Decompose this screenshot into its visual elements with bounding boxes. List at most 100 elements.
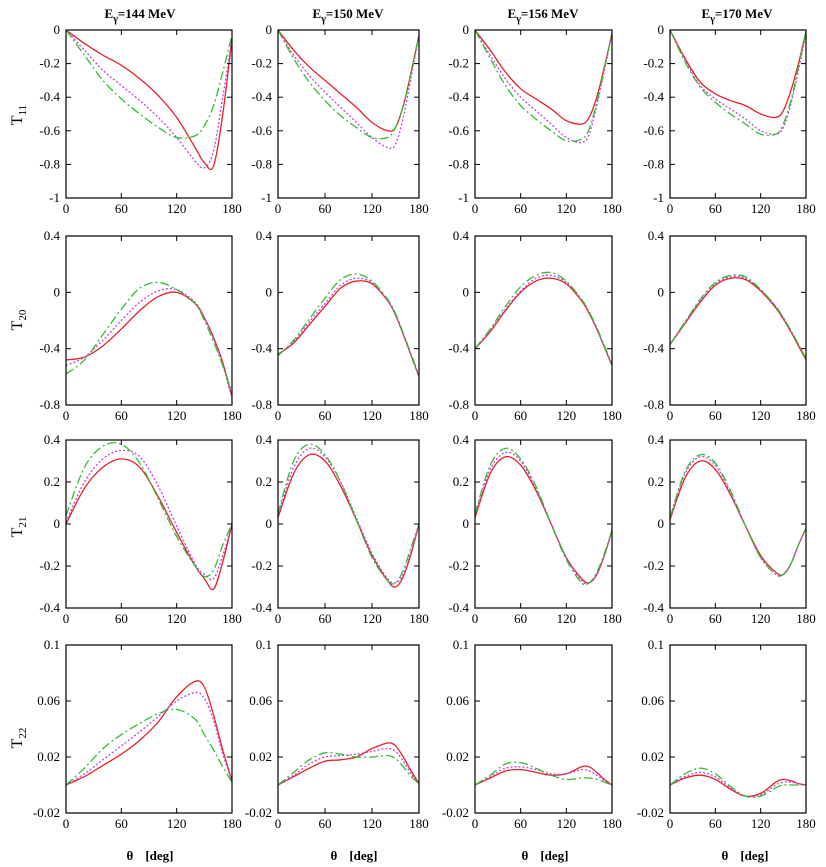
row-label-t11: T11: [9, 105, 29, 125]
column-title-150: Eγ=150 MeV: [313, 6, 385, 25]
series-dashed-line: [670, 274, 806, 359]
panel-r4-c3: 0 60 120 180 0.1 0.06 0.02 -0.02: [442, 637, 622, 831]
y-tick-label: -0.4: [39, 600, 60, 615]
x-tick-label: 0: [667, 816, 674, 831]
series-dashed-line: [66, 30, 232, 139]
panel-r4-c2: 0 60 120 180 0.1 0.06 0.02 -0.02: [245, 637, 429, 831]
x-tick-label: 120: [557, 201, 577, 216]
x-tick-label: 120: [362, 201, 382, 216]
x-tick-label: 0: [275, 408, 282, 423]
y-tick-label: -0.2: [643, 558, 664, 573]
x-tick-label: 120: [362, 408, 382, 423]
y-tick-label: 0: [658, 516, 665, 531]
series-solid-line: [66, 458, 232, 591]
x-tick-label: 60: [514, 201, 527, 216]
x-tick-label: 120: [167, 816, 187, 831]
series-solid-line: [670, 460, 806, 576]
x-tick-label: 180: [796, 611, 816, 626]
series-dotted-line: [475, 274, 612, 366]
y-tick-label: -0.2: [448, 558, 469, 573]
series-dotted-line: [475, 766, 612, 786]
panel-r3-c4: 0 60 120 180 0.4 0.2 0 -0.2 -0.4: [643, 432, 815, 626]
y-tick-label: -0.4: [39, 341, 60, 356]
series-solid-line: [66, 291, 232, 397]
x-tick-label: 60: [319, 816, 332, 831]
y-tick-label: -0.02: [33, 805, 60, 820]
series-dotted-line: [670, 771, 806, 798]
plot-frame: [669, 235, 807, 406]
series-solid-line: [475, 765, 612, 786]
y-tick-label: -0.2: [39, 56, 60, 71]
y-tick-label: 0.02: [249, 749, 272, 764]
y-tick-label: -1: [653, 190, 664, 205]
y-tick-label: -0.8: [448, 397, 469, 412]
column-title-rest: =144 MeV: [118, 6, 176, 21]
column-title-main: E: [508, 6, 517, 21]
row-label-main: T: [9, 115, 26, 125]
x-tick-label: 60: [709, 816, 722, 831]
y-tick-label: 0.4: [44, 432, 61, 447]
y-tick-label: 0.06: [641, 693, 664, 708]
x-axis-label-col1: θ [deg]: [127, 848, 174, 863]
row-label-main: T: [9, 527, 26, 537]
panel-r2-c1: 0 60 120 180 0.4 0 -0.4 -0.8: [39, 228, 241, 423]
series-solid-line: [475, 277, 612, 366]
series-dotted-line: [278, 277, 419, 378]
row-label-t21: T21: [9, 517, 29, 538]
y-tick-label: 0.02: [37, 749, 60, 764]
x-tick-label: 0: [472, 408, 479, 423]
series-solid-line: [670, 277, 806, 361]
series-solid-line: [670, 30, 806, 119]
plot-frame: [65, 29, 233, 199]
x-tick-label: 60: [514, 816, 527, 831]
series-dashed-line: [66, 441, 232, 578]
plot-frame: [65, 644, 233, 814]
x-tick-label: 60: [709, 201, 722, 216]
x-axis-unit: [deg]: [740, 848, 768, 863]
y-tick-label: 0: [54, 22, 61, 37]
x-tick-label: 60: [319, 611, 332, 626]
y-tick-label: -0.4: [643, 600, 664, 615]
column-title-main: E: [313, 6, 322, 21]
x-tick-label: 120: [557, 611, 577, 626]
x-tick-label: 0: [472, 611, 479, 626]
series-dashed-line: [278, 443, 419, 585]
y-tick-label: 0: [463, 284, 470, 299]
x-tick-label: 0: [472, 201, 479, 216]
plot-frame: [474, 29, 613, 199]
series-dotted-line: [670, 30, 806, 135]
y-tick-label: 0.06: [37, 693, 60, 708]
plot-frame: [474, 235, 613, 406]
x-tick-label: 0: [63, 611, 70, 626]
series-dashed-line: [475, 271, 612, 365]
x-tick-label: 120: [751, 611, 771, 626]
y-tick-label: -0.6: [643, 123, 664, 138]
x-tick-label: 0: [472, 816, 479, 831]
x-tick-label: 0: [667, 408, 674, 423]
y-tick-label: 0.1: [648, 637, 664, 652]
panel-r4-c4: 0 60 120 180 0.1 0.06 0.02 -0.02: [637, 637, 816, 831]
series-dotted-line: [66, 287, 232, 399]
x-tick-label: 120: [167, 408, 187, 423]
row-label-main: T: [9, 320, 26, 330]
column-title-main: E: [105, 6, 114, 21]
x-tick-label: 120: [751, 816, 771, 831]
y-tick-label: 0: [266, 22, 273, 37]
plot-frame: [474, 644, 613, 814]
y-tick-label: -0.8: [448, 156, 469, 171]
plot-frame: [669, 644, 807, 814]
panel-r3-c1: 0 60 120 180 0.4 0.2 0 -0.2 -0.4: [39, 432, 241, 626]
x-tick-label: 180: [796, 201, 816, 216]
x-tick-label: 180: [222, 816, 242, 831]
x-tick-label: 60: [115, 201, 128, 216]
series-dotted-line: [278, 30, 419, 150]
x-tick-label: 180: [602, 816, 622, 831]
row-label-sub: 22: [17, 728, 29, 739]
y-tick-label: 0.4: [256, 432, 273, 447]
x-axis-symbol: θ: [522, 848, 529, 863]
series-dashed-line: [475, 761, 612, 786]
series-dashed-line: [670, 453, 806, 577]
row-label-t22: T22: [9, 728, 29, 749]
y-tick-label: -0.6: [39, 123, 60, 138]
